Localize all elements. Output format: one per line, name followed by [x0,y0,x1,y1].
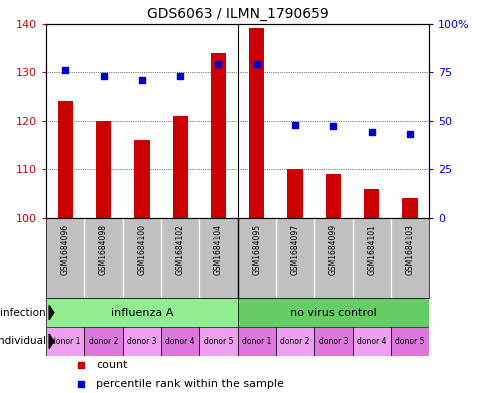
Bar [134,140,149,218]
Text: donor 2: donor 2 [280,337,309,346]
Bar [237,327,275,356]
Text: donor 2: donor 2 [89,337,118,346]
Text: GSM1684101: GSM1684101 [366,224,376,275]
Text: donor 1: donor 1 [50,337,80,346]
Bar [275,327,314,356]
Point [329,123,336,130]
Bar [84,327,122,356]
Text: individual: individual [0,336,46,346]
Point [76,362,84,368]
Text: percentile rank within the sample: percentile rank within the sample [96,379,283,389]
Text: GSM1684098: GSM1684098 [99,224,108,275]
Point [137,77,145,83]
Text: infection: infection [0,308,46,318]
Bar [211,53,226,218]
Bar [58,101,73,218]
Text: donor 4: donor 4 [356,337,386,346]
Point [252,61,260,68]
Text: influenza A: influenza A [110,308,173,318]
Text: GSM1684095: GSM1684095 [252,224,261,275]
Bar [390,327,428,356]
Text: GSM1684096: GSM1684096 [60,224,70,275]
Text: GSM1684102: GSM1684102 [175,224,184,275]
Point [214,61,222,68]
Bar [96,121,111,218]
Text: donor 4: donor 4 [165,337,195,346]
Title: GDS6063 / ILMN_1790659: GDS6063 / ILMN_1790659 [147,7,328,21]
Text: GSM1684097: GSM1684097 [290,224,299,275]
Bar [199,327,237,356]
Bar [249,28,264,218]
Text: GSM1684099: GSM1684099 [328,224,337,275]
Point [290,121,298,128]
Bar [161,327,199,356]
Text: GSM1684103: GSM1684103 [405,224,414,275]
Text: donor 5: donor 5 [394,337,424,346]
Text: donor 5: donor 5 [203,337,233,346]
Bar [363,189,378,218]
Text: no virus control: no virus control [289,308,376,318]
Point [367,129,375,136]
Text: donor 3: donor 3 [127,337,156,346]
Text: GSM1684100: GSM1684100 [137,224,146,275]
Bar [325,174,340,218]
Bar [122,327,161,356]
Bar [172,116,187,218]
Point [176,73,183,79]
Polygon shape [49,305,54,320]
Point [99,73,107,79]
Text: donor 3: donor 3 [318,337,348,346]
Bar [46,327,84,356]
Bar [287,169,302,218]
Bar [46,298,237,327]
Point [61,67,69,73]
Bar [237,298,428,327]
Bar [352,327,390,356]
Text: donor 1: donor 1 [242,337,271,346]
Point [76,380,84,387]
Bar [402,198,417,218]
Text: count: count [96,360,127,370]
Polygon shape [49,334,54,349]
Bar [314,327,352,356]
Text: GSM1684104: GSM1684104 [213,224,223,275]
Point [405,131,413,138]
